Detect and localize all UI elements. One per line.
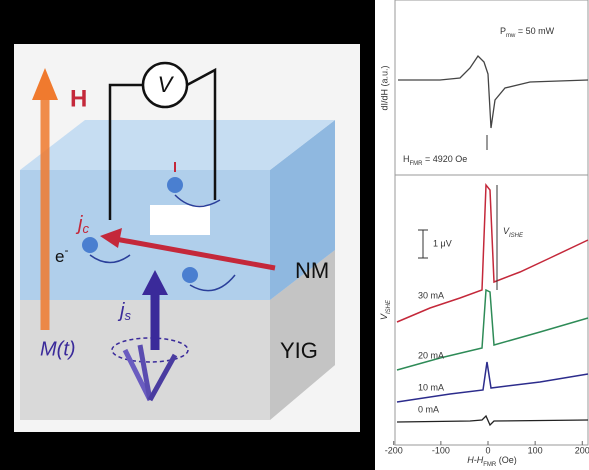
current-label: 0 mA [418, 404, 439, 414]
label: e [55, 247, 64, 266]
label: ISHE [509, 233, 524, 239]
x-tick-label: -200 [385, 445, 403, 455]
label: c [82, 221, 89, 236]
label: FMR [410, 161, 424, 167]
trace-0 [397, 416, 588, 425]
x-tick-label: -100 [432, 445, 450, 455]
x-tick-label: 100 [528, 445, 543, 455]
label: ISHE [386, 299, 392, 314]
label: NM [295, 258, 329, 283]
label: H-H [467, 455, 483, 465]
y-label: VISHE [379, 299, 391, 320]
electron [167, 177, 183, 193]
label: = 4920 Oe [423, 154, 468, 164]
x-tick-label: 0 [485, 445, 490, 455]
current-label: 20 mA [418, 350, 444, 360]
current-label: 10 mA [418, 382, 444, 392]
label: = 50 mW [515, 26, 554, 36]
y-label: dI/dH (a.u.) [379, 65, 389, 110]
page: {"diagram":{"field":"H","voltmeter":"V",… [0, 0, 589, 470]
label: 1 μV [433, 238, 452, 248]
label: V [158, 72, 175, 97]
electron [82, 237, 98, 253]
label: s [124, 308, 131, 323]
gap [150, 205, 210, 235]
label: YIG [280, 338, 318, 363]
current-label: 30 mA [418, 290, 444, 300]
electron [182, 267, 198, 283]
x-tick-label: 200 [575, 445, 589, 455]
label: M(t) [40, 338, 76, 360]
label: (Oe) [496, 455, 517, 465]
x-label: H-HFMR (Oe) [467, 455, 517, 467]
label: VISHE [503, 226, 524, 238]
label: Pmw = 50 mW [500, 26, 555, 38]
label: - [64, 243, 68, 257]
figure: H V jc e- NM js M(t) YIG Pmw = 50 mW HFM… [0, 0, 589, 470]
fmr-curve [398, 56, 588, 128]
nm-layer [20, 170, 270, 300]
label: FMR [483, 462, 497, 468]
label: H [70, 85, 87, 112]
trace-30 [397, 185, 588, 322]
label: HFMR = 4920 Oe [403, 154, 467, 166]
